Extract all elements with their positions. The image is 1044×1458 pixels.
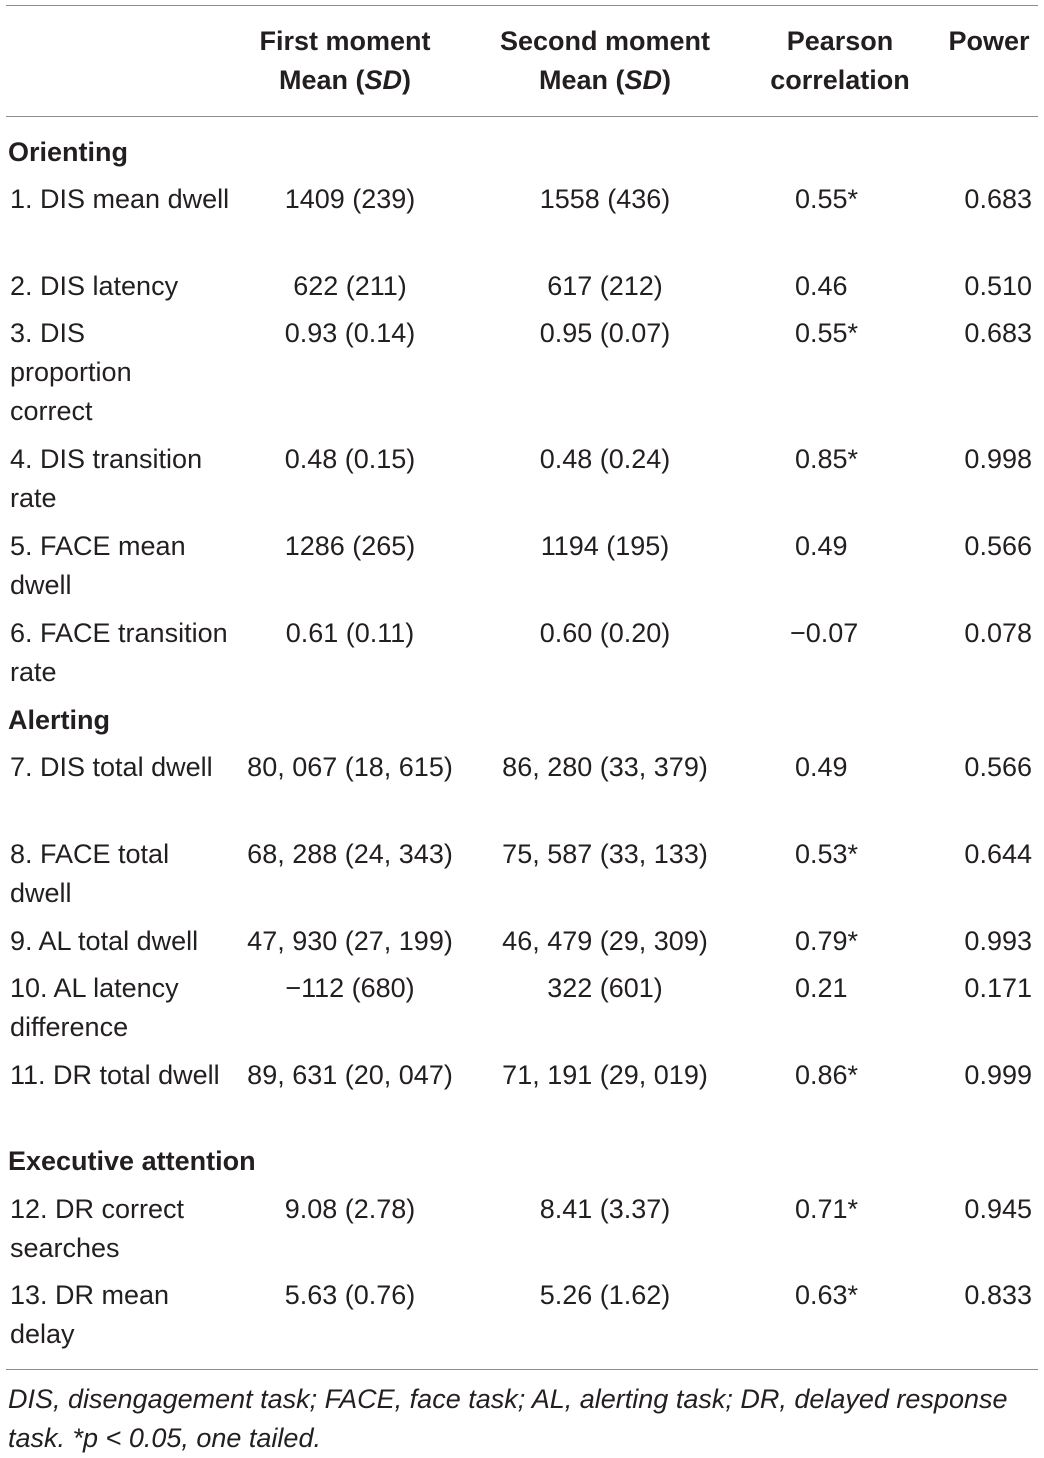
row-second-moment: 1194 (195): [540, 531, 670, 561]
header-first-moment-sd: SD: [364, 65, 403, 95]
row-pearson: −0.07: [790, 618, 859, 648]
row-label: 4. DIS transition rate: [10, 444, 203, 513]
row-first-moment: 1286 (265): [284, 531, 416, 561]
row-first-moment: 622 (211): [293, 271, 407, 301]
row-label: 5. FACE mean dwell: [10, 531, 186, 600]
row-power: 0.078: [964, 618, 1032, 648]
row-power: 0.993: [964, 926, 1032, 956]
row-label: 2. DIS latency: [10, 271, 179, 301]
row-pearson: 0.63*: [795, 1280, 859, 1310]
row-power: 0.644: [964, 839, 1032, 869]
row-pearson: 0.79*: [795, 926, 859, 956]
row-second-moment: 617 (212): [547, 271, 663, 301]
row-pearson: 0.49: [795, 531, 848, 561]
row-pearson: 0.86*: [795, 1060, 859, 1090]
row-power: 0.683: [964, 318, 1032, 348]
header-pearson-line2: correlation: [770, 65, 910, 95]
row-first-moment: 0.93 (0.14): [284, 318, 416, 348]
row-label: 7. DIS total dwell: [10, 752, 213, 782]
header-power-line1: Power: [948, 26, 1030, 56]
header-first-moment: First moment Mean (SD): [230, 22, 460, 100]
row-first-moment: 0.61 (0.11): [285, 618, 415, 648]
header-second-moment-line2: Mean (SD): [480, 61, 730, 100]
row-second-moment: 5.26 (1.62): [539, 1280, 671, 1310]
row-first-moment: −112 (680): [285, 973, 415, 1003]
header-rule: [6, 116, 1038, 117]
row-first-moment: 47, 930 (27, 199): [247, 926, 453, 956]
row-second-moment: 0.95 (0.07): [539, 318, 671, 348]
row-pearson: 0.49: [795, 752, 848, 782]
row-power: 0.999: [964, 1060, 1032, 1090]
row-first-moment: 80, 067 (18, 615): [247, 752, 453, 782]
row-second-moment: 8.41 (3.37): [539, 1194, 671, 1224]
header-first-moment-line2: Mean (SD): [230, 61, 460, 100]
header-pearson-line1: Pearson: [786, 26, 894, 56]
header-first-moment-line1: First moment: [259, 26, 431, 56]
row-pearson: 0.55*: [795, 184, 859, 214]
row-pearson: 0.46: [795, 271, 848, 301]
row-power: 0.945: [964, 1194, 1032, 1224]
row-second-moment: 75, 587 (33, 133): [502, 839, 708, 869]
header-second-moment-prefix: Mean (: [538, 65, 625, 95]
row-second-moment: 322 (601): [547, 973, 663, 1003]
row-power: 0.833: [964, 1280, 1032, 1310]
header-first-moment-suffix: ): [402, 65, 412, 95]
table-footnote: DIS, disengagement task; FACE, face task…: [8, 1384, 1008, 1453]
row-pearson: 0.85*: [795, 444, 859, 474]
row-second-moment: 46, 479 (29, 309): [502, 926, 708, 956]
row-label: 13. DR mean delay: [10, 1280, 170, 1349]
row-first-moment: 9.08 (2.78): [284, 1194, 416, 1224]
header-second-moment-suffix: ): [662, 65, 672, 95]
row-label: 3. DIS proportion correct: [10, 318, 132, 426]
row-pearson: 0.21: [795, 973, 848, 1003]
row-label: 6. FACE transition rate: [10, 618, 228, 687]
row-power: 0.998: [964, 444, 1032, 474]
header-second-moment: Second moment Mean (SD): [480, 22, 730, 100]
row-second-moment: 0.48 (0.24): [539, 444, 671, 474]
header-pearson: Pearson correlation: [755, 22, 925, 100]
row-first-moment: 89, 631 (20, 047): [247, 1060, 453, 1090]
header-power: Power: [940, 22, 1038, 61]
row-label: 10. AL latency difference: [10, 973, 179, 1042]
row-second-moment: 71, 191 (29, 019): [502, 1060, 708, 1090]
row-pearson: 0.71*: [795, 1194, 859, 1224]
row-label: 12. DR correct searches: [10, 1194, 185, 1263]
row-first-moment: 0.48 (0.15): [284, 444, 416, 474]
top-rule: [6, 5, 1038, 6]
row-label: 8. FACE total dwell: [10, 839, 170, 908]
row-pearson: 0.53*: [795, 839, 859, 869]
row-label: 9. AL total dwell: [10, 926, 199, 956]
row-pearson: 0.55*: [795, 318, 859, 348]
header-second-moment-sd: SD: [624, 65, 663, 95]
row-power: 0.566: [964, 752, 1032, 782]
row-power: 0.566: [964, 531, 1032, 561]
header-second-moment-line1: Second moment: [499, 26, 711, 56]
row-second-moment: 0.60 (0.20): [539, 618, 671, 648]
row-power: 0.683: [964, 184, 1032, 214]
row-power: 0.171: [964, 973, 1032, 1003]
row-first-moment: 1409 (239): [284, 184, 416, 214]
row-second-moment: 86, 280 (33, 379): [502, 752, 708, 782]
row-first-moment: 5.63 (0.76): [284, 1280, 416, 1310]
row-first-moment: 68, 288 (24, 343): [247, 839, 453, 869]
section-orienting: Orienting: [8, 137, 128, 167]
section-alerting: Alerting: [8, 705, 111, 735]
bottom-rule: [6, 1369, 1038, 1370]
row-second-moment: 1558 (436): [539, 184, 671, 214]
section-executive-attention: Executive attention: [8, 1146, 256, 1176]
header-first-moment-prefix: Mean (: [278, 65, 365, 95]
row-label: 1. DIS mean dwell: [10, 184, 230, 214]
row-power: 0.510: [964, 271, 1032, 301]
row-label: 11. DR total dwell: [10, 1060, 220, 1090]
